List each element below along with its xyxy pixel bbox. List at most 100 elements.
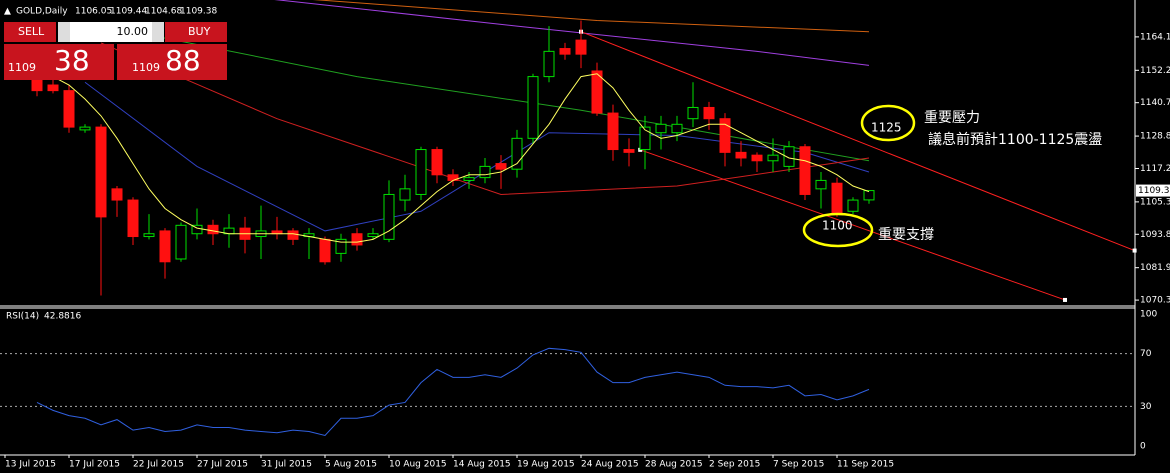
trendline	[640, 149, 1066, 301]
candle-body	[543, 50, 555, 78]
candle-body	[703, 106, 715, 120]
x-tick-label: 28 Aug 2015	[645, 460, 703, 470]
candle-body	[207, 224, 219, 235]
candle-body	[175, 224, 187, 260]
y-tick-label: 1070.35	[1140, 296, 1170, 306]
candle-body	[351, 233, 363, 246]
rsi-title: RSI(14)	[6, 312, 39, 322]
price-badge	[1136, 184, 1170, 197]
x-tick-label: 11 Sep 2015	[837, 460, 894, 470]
candle-body	[79, 126, 91, 131]
candle-body	[799, 146, 811, 195]
candle-body	[831, 182, 843, 215]
x-tick-label: 7 Sep 2015	[773, 460, 824, 470]
candle-body	[719, 118, 731, 153]
candle-body	[655, 123, 667, 134]
moving-average	[36, 70, 870, 243]
buy-button[interactable]	[165, 22, 227, 42]
support-value: 1100	[822, 219, 853, 233]
y-tick-label: 1105.35	[1140, 197, 1170, 207]
candle-body	[495, 163, 507, 170]
candle-body	[47, 84, 59, 92]
candle-body	[159, 230, 171, 263]
rsi-value: 42.8816	[44, 312, 81, 322]
x-tick-label: 31 Jul 2015	[261, 460, 312, 470]
ask-big[interactable]: 1109	[132, 61, 160, 74]
bid-box[interactable]	[4, 44, 114, 80]
candle-body	[783, 146, 795, 167]
lot-input[interactable]	[70, 22, 152, 42]
lot-increase[interactable]	[152, 22, 164, 42]
candle-body	[63, 90, 75, 128]
candle-body	[511, 137, 523, 170]
candle-body	[527, 76, 539, 139]
ohlc-open: 1106.05	[75, 7, 112, 17]
candle-body	[767, 154, 779, 162]
highlight-ellipse	[802, 212, 874, 248]
highlight-ellipse	[860, 104, 916, 142]
sell-label[interactable]: SELL	[18, 25, 45, 38]
resistance-label: 重要壓力	[924, 110, 980, 126]
support-label: 重要支撐	[878, 227, 934, 243]
y-tick-label: 1081.90	[1140, 263, 1170, 273]
candle-body	[431, 149, 443, 176]
x-tick-label: 13 Jul 2015	[5, 460, 56, 470]
candle-body	[127, 199, 139, 238]
x-tick-label: 24 Aug 2015	[581, 460, 639, 470]
candle-body	[31, 78, 43, 92]
candle-body	[287, 230, 299, 240]
ask-box[interactable]	[117, 44, 227, 80]
candle-body	[863, 190, 875, 201]
candle-body	[847, 199, 859, 212]
x-tick-label: 5 Aug 2015	[325, 460, 377, 470]
ohlc-low: 1104.68	[145, 7, 182, 17]
buy-label[interactable]: BUY	[188, 25, 211, 38]
bid-big[interactable]: 1109	[8, 61, 36, 74]
note: 議息前預計1100-1125震盪	[928, 131, 1102, 148]
candle-body	[591, 70, 603, 114]
bid-small[interactable]: 38	[54, 44, 90, 77]
candle-body	[687, 106, 699, 120]
rsi-tick-label: 30	[1140, 402, 1152, 412]
symbol: GOLD,Daily	[16, 7, 68, 17]
candle-body	[383, 193, 395, 240]
rsi-tick-label: 100	[1140, 310, 1157, 320]
candle-body	[623, 149, 635, 153]
x-tick-label: 22 Jul 2015	[133, 460, 184, 470]
candle-body	[671, 123, 683, 134]
y-tick-label: 1152.25	[1140, 66, 1170, 76]
trendline	[580, 31, 1135, 252]
candle-body	[319, 238, 331, 263]
x-tick-label: 27 Jul 2015	[197, 460, 248, 470]
candle-body	[735, 151, 747, 159]
ohlc-high: 1109.44	[110, 7, 147, 17]
x-tick-label: 10 Aug 2015	[389, 460, 447, 470]
sell-button[interactable]	[4, 22, 56, 42]
candle-body	[479, 165, 491, 179]
candle-body	[463, 177, 475, 181]
x-tick-label: 2 Sep 2015	[709, 460, 760, 470]
y-tick-label: 1164.15	[1140, 32, 1170, 42]
lot-value[interactable]: 10.00	[117, 25, 149, 38]
y-tick-label: 1140.70	[1140, 98, 1170, 108]
trade-panel: SELL 10.00 BUY 1109 38 1109 88	[4, 22, 227, 80]
candle-body	[399, 188, 411, 201]
x-tick-label: 14 Aug 2015	[453, 460, 511, 470]
ask-small[interactable]: 88	[165, 44, 201, 77]
candle-body	[335, 238, 347, 254]
candle-body	[367, 233, 379, 238]
candle-body	[191, 224, 203, 235]
price-badge-label: 1109.38	[1138, 186, 1170, 196]
moving-average	[274, 0, 870, 66]
resistance-value: 1125	[871, 121, 902, 135]
candle-body	[95, 126, 107, 218]
lot-decrease[interactable]	[58, 22, 70, 42]
y-tick-label: 1128.80	[1140, 132, 1170, 142]
candle-body	[751, 154, 763, 162]
moving-average	[312, 0, 870, 33]
y-tick-label: 1093.80	[1140, 230, 1170, 240]
candle-body	[559, 48, 571, 55]
x-tick-label: 19 Aug 2015	[517, 460, 575, 470]
plot	[0, 0, 1137, 436]
